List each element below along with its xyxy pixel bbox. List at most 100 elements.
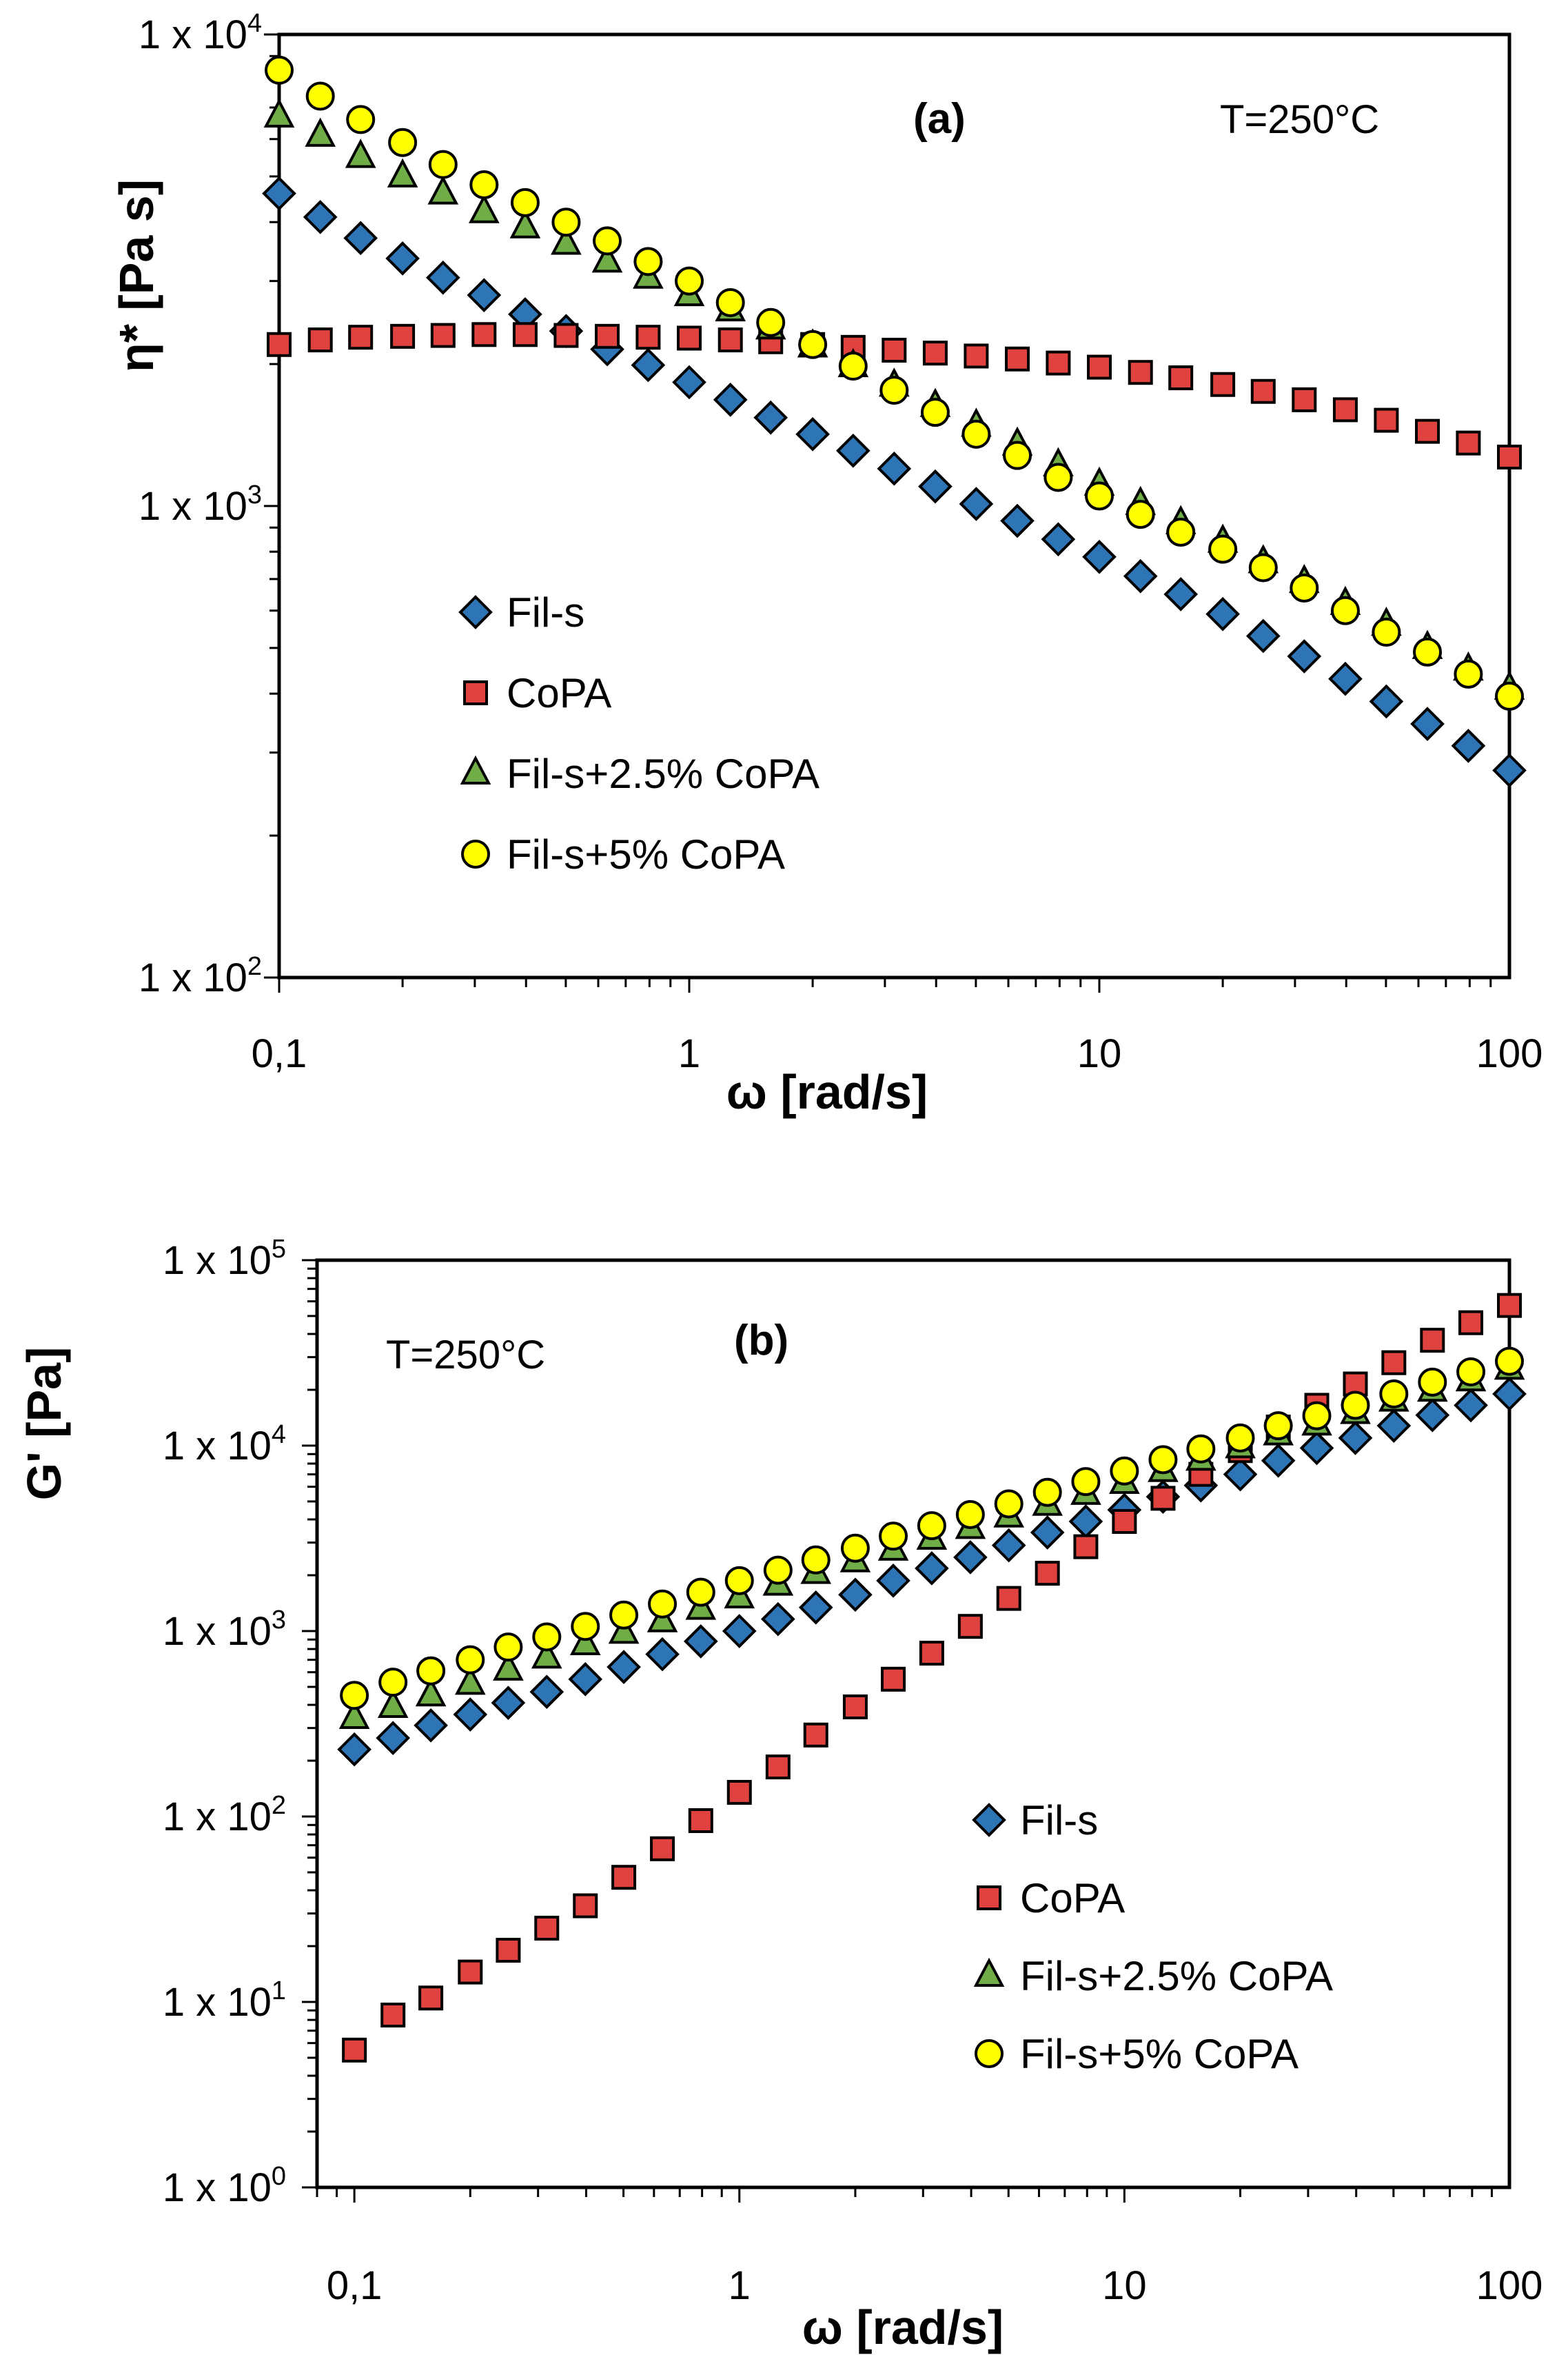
data-point — [307, 327, 333, 353]
data-point — [1000, 503, 1035, 538]
data-point — [1299, 1430, 1334, 1466]
legend-marker — [973, 1957, 1005, 1987]
legend-b: Fil-s CoPA Fil-s+2.5% CoPA Fil-s+5% CoPA — [972, 1797, 1333, 2077]
x-axis-label-b: ω [rad/s] — [802, 2300, 1004, 2354]
data-point — [1150, 1486, 1176, 1511]
data-point — [672, 365, 706, 400]
data-point — [915, 1551, 949, 1586]
data-point — [919, 1641, 944, 1666]
data-point — [1420, 1328, 1445, 1353]
data-point — [1338, 1421, 1373, 1455]
data-point — [571, 1612, 600, 1641]
data-point — [1043, 463, 1073, 492]
chart-panel-a: 1 x 102 1 x 103 1 x 104 0,1 1 10 100 (a) T=25… — [110, 9, 1542, 1119]
plot-frame-b — [315, 1258, 1511, 2189]
data-point — [551, 208, 581, 237]
data-point — [1413, 637, 1443, 667]
data-point — [760, 1601, 795, 1637]
y-tick-label: 1 x 102 — [163, 1791, 286, 1839]
data-point — [840, 1533, 870, 1563]
data-point — [1032, 1477, 1062, 1507]
data-point — [569, 1626, 601, 1655]
data-point — [1497, 444, 1522, 469]
data-point — [964, 343, 989, 369]
data-point — [1041, 522, 1076, 557]
data-point — [1328, 661, 1363, 696]
legend-label: Fil-s — [507, 589, 584, 636]
data-point — [1208, 534, 1238, 564]
data-point — [1418, 1367, 1447, 1397]
data-point — [532, 1622, 562, 1652]
data-point — [1497, 1293, 1522, 1318]
legend-label: Fil-s — [1020, 1797, 1098, 1843]
data-point — [1245, 618, 1281, 654]
data-point — [724, 1566, 754, 1595]
data-point — [1341, 1390, 1370, 1420]
data-point — [722, 1614, 757, 1648]
y-tick-label: 1 x 103 — [139, 480, 262, 529]
data-point — [1035, 1561, 1060, 1586]
data-point — [650, 1836, 675, 1861]
data-point — [377, 1688, 409, 1719]
data-point — [1046, 350, 1071, 376]
data-point — [305, 117, 336, 147]
legend-marker — [463, 680, 488, 705]
legend-a: Fil-s CoPA Fil-s+2.5% CoPA Fil-s+5% CoPA — [458, 589, 819, 878]
data-point — [263, 98, 295, 128]
data-point — [648, 1589, 678, 1619]
y-tick-label: 1 x 105 — [163, 1235, 286, 1283]
data-point — [920, 398, 950, 427]
data-point — [1073, 1534, 1099, 1559]
data-point — [726, 1779, 752, 1805]
data-point — [683, 1624, 718, 1659]
data-point — [337, 1732, 371, 1767]
data-point — [385, 241, 420, 276]
data-point — [1261, 1443, 1296, 1478]
data-point — [1492, 753, 1527, 788]
data-point — [1381, 1350, 1407, 1375]
data-point — [1372, 618, 1401, 647]
data-point — [342, 2037, 367, 2063]
data-point — [1005, 346, 1030, 372]
data-point — [595, 323, 620, 349]
data-point — [1166, 517, 1196, 547]
data-point — [877, 452, 912, 486]
data-point — [390, 323, 416, 349]
data-point — [1128, 360, 1153, 385]
legend-marker — [975, 2039, 1004, 2068]
data-point — [1003, 441, 1032, 470]
data-point — [1126, 500, 1155, 529]
data-point — [553, 323, 579, 348]
data-point — [388, 128, 418, 157]
data-point — [631, 347, 666, 383]
legend-label: Fil-s+5% CoPA — [1020, 2031, 1299, 2077]
data-point — [609, 1600, 639, 1630]
x-tick-label: 0,1 — [327, 2263, 383, 2308]
data-point — [414, 1708, 448, 1743]
x-tick-label: 1 — [678, 1031, 700, 1076]
data-point — [348, 325, 374, 350]
data-point — [340, 1681, 369, 1710]
legend-marker — [461, 840, 490, 869]
x-tick-label: 1 — [729, 2263, 751, 2308]
data-point — [428, 150, 458, 179]
y-tick-label: 1 x 102 — [139, 952, 262, 1000]
data-point — [591, 243, 623, 273]
legend-label: CoPA — [507, 670, 611, 716]
temperature-annotation-b: T=250°C — [386, 1333, 545, 1377]
data-point — [593, 226, 622, 256]
data-point — [765, 1754, 791, 1780]
data-point — [917, 1511, 946, 1541]
data-point — [496, 1938, 521, 1963]
data-point — [456, 1645, 485, 1674]
data-point — [430, 323, 456, 348]
legend-marker — [977, 1885, 1001, 1910]
data-point — [1082, 539, 1117, 574]
x-tick-label: 100 — [1476, 2263, 1543, 2308]
data-point — [753, 400, 788, 435]
data-point — [551, 225, 582, 255]
data-point — [338, 1699, 370, 1730]
data-point — [303, 200, 338, 234]
x-tick-label: 10 — [1077, 1031, 1122, 1076]
data-point — [509, 209, 541, 239]
